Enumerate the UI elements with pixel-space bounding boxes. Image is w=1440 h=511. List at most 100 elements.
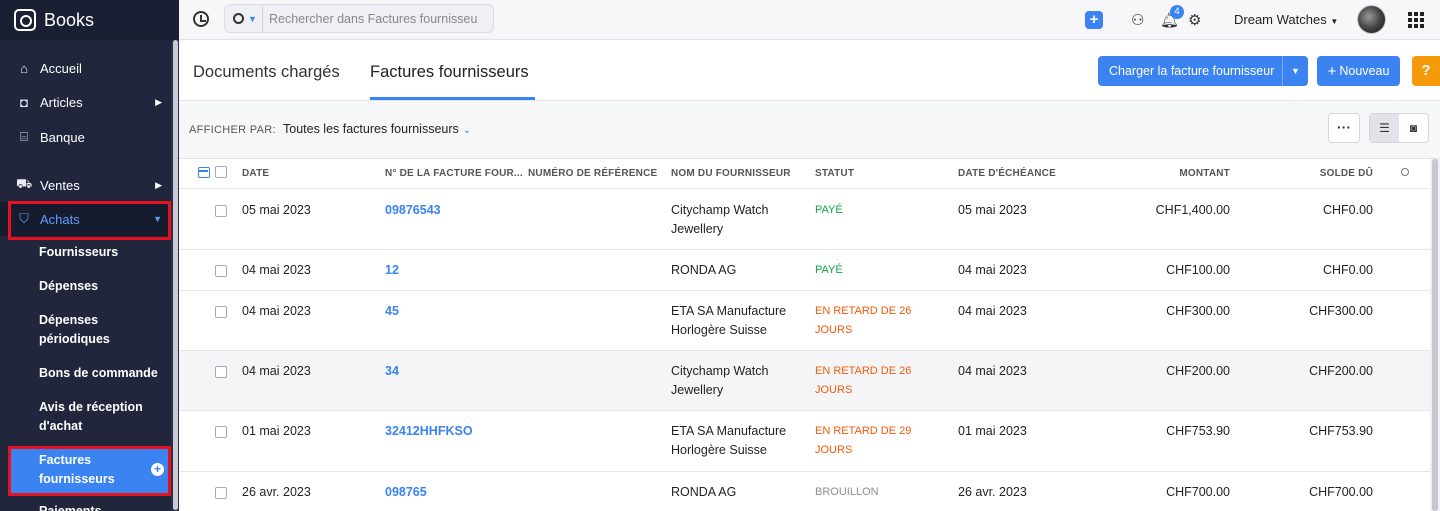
help-button[interactable]: ? <box>1412 56 1440 86</box>
cell-bill-number[interactable]: 34 <box>385 364 399 378</box>
search-input[interactable] <box>263 11 478 26</box>
org-switcher[interactable]: Dream Watches ▼ <box>1234 12 1338 27</box>
search-icon[interactable] <box>1401 168 1409 176</box>
cell-status: PAYÉ <box>815 264 843 276</box>
upload-bill-label: Charger la facture fournisseur <box>1098 56 1283 86</box>
sidebar-subitem-bons-de-commande[interactable]: Bons de commande <box>39 366 158 380</box>
col-reference[interactable]: NUMÉRO DE RÉFÉRENCE <box>528 168 658 179</box>
column-settings-icon[interactable] <box>198 167 210 178</box>
main-scrollbar-track <box>1430 159 1440 511</box>
row-checkbox[interactable] <box>215 306 227 318</box>
chevron-down-icon: ▼ <box>1330 17 1339 26</box>
cell-balance: CHF700.00 <box>1309 485 1373 499</box>
chevron-down-icon[interactable]: ▼ <box>1291 66 1300 76</box>
add-circle-icon[interactable]: + <box>151 463 164 476</box>
cell-vendor: ETA SA Manufacture Horlogère Suisse <box>671 424 787 457</box>
table-row[interactable]: 26 avr. 2023 098765 RONDA AG BROUILLON 2… <box>179 472 1430 511</box>
sidebar-item-achats[interactable]: ⛉ Achats ▼ <box>0 202 170 236</box>
tab-factures-fournisseurs[interactable]: Factures fournisseurs <box>370 63 529 81</box>
sidebar-subitem-depenses[interactable]: Dépenses <box>39 279 99 293</box>
home-icon: ⌂ <box>20 60 28 76</box>
col-balance[interactable]: SOLDE DÛ <box>1319 168 1373 179</box>
sidebar-item-label: Ventes <box>40 177 80 193</box>
row-checkbox[interactable] <box>215 366 227 378</box>
apps-grid-icon[interactable] <box>1408 12 1424 28</box>
table-row[interactable]: 04 mai 2023 34 Citychamp Watch Jewellery… <box>179 351 1430 411</box>
col-status[interactable]: STATUT <box>815 168 855 179</box>
cell-status: PAYÉ <box>815 204 843 216</box>
quick-create-button[interactable]: + <box>1085 11 1103 29</box>
sidebar-item-articles[interactable]: ◘ Articles ▶ <box>0 92 170 112</box>
filter-dropdown[interactable]: Toutes les factures fournisseurs ⌄ <box>283 122 471 136</box>
sidebar-subitem-paiements[interactable]: Paiements <box>39 504 102 511</box>
more-options-button[interactable]: ··· <box>1328 113 1360 143</box>
cell-date: 04 mai 2023 <box>242 364 311 378</box>
cell-vendor: RONDA AG <box>671 263 737 277</box>
chevron-down-icon: ▼ <box>153 214 162 224</box>
row-checkbox[interactable] <box>215 487 227 499</box>
tab-documents-charges[interactable]: Documents chargés <box>193 63 340 81</box>
cell-bill-number[interactable]: 12 <box>385 263 399 277</box>
app-name: Books <box>44 9 95 30</box>
camera-icon[interactable]: ◙ <box>1409 121 1418 135</box>
cell-amount: CHF200.00 <box>1166 364 1230 378</box>
page-header: Documents chargés Factures fournisseurs … <box>179 41 1440 101</box>
history-icon[interactable] <box>193 11 209 27</box>
cell-vendor: Citychamp Watch Jewellery <box>671 203 769 236</box>
cell-balance: CHF0.00 <box>1322 203 1373 217</box>
cell-balance: CHF0.00 <box>1322 263 1373 277</box>
cell-bill-number[interactable]: 098765 <box>385 485 427 499</box>
cell-bill-number[interactable]: 45 <box>385 304 399 318</box>
main-scrollbar[interactable] <box>1432 159 1438 511</box>
cell-status: EN RETARD DE 26 JOURS <box>815 365 912 396</box>
cell-due-date: 04 mai 2023 <box>958 304 1027 318</box>
cell-due-date: 26 avr. 2023 <box>958 485 1027 499</box>
cell-amount: CHF1,400.00 <box>1155 203 1230 217</box>
col-date[interactable]: DATE <box>242 168 270 179</box>
cell-due-date: 04 mai 2023 <box>958 263 1027 277</box>
sidebar-scrollbar[interactable] <box>173 40 178 510</box>
sidebar-subitem-fournisseurs[interactable]: Fournisseurs <box>39 245 119 259</box>
table-row[interactable]: 04 mai 2023 45 ETA SA Manufacture Horlog… <box>179 291 1430 351</box>
cell-date: 04 mai 2023 <box>242 263 311 277</box>
sidebar-item-accueil[interactable]: ⌂ Accueil <box>0 58 170 78</box>
col-bill-number[interactable]: N° DE LA FACTURE FOUR... <box>385 168 523 179</box>
row-checkbox[interactable] <box>215 205 227 217</box>
sidebar-item-banque[interactable]: ⌸ Banque <box>0 127 170 147</box>
row-checkbox[interactable] <box>215 426 227 438</box>
sidebar-item-ventes[interactable]: ⛟ Ventes ▶ <box>0 175 170 195</box>
users-icon[interactable]: ⚇ <box>1131 12 1145 29</box>
chevron-down-icon: ▼ <box>248 13 257 24</box>
col-due-date[interactable]: DATE D'ÉCHÉANCE <box>958 168 1056 179</box>
upload-bill-button[interactable]: Charger la facture fournisseur ▼ <box>1098 56 1308 86</box>
active-tab-indicator <box>370 97 535 100</box>
cell-bill-number[interactable]: 32412HHFKSO <box>385 424 473 438</box>
table-row[interactable]: 04 mai 2023 12 RONDA AG PAYÉ 04 mai 2023… <box>179 250 1430 291</box>
new-button[interactable]: + Nouveau <box>1317 56 1400 86</box>
sidebar-subitem-factures-fournisseurs[interactable]: Factures fournisseurs <box>39 453 115 486</box>
row-checkbox[interactable] <box>215 265 227 277</box>
cell-amount: CHF100.00 <box>1166 263 1230 277</box>
cell-amount: CHF300.00 <box>1166 304 1230 318</box>
sidebar-item-label: Banque <box>40 129 85 145</box>
sidebar-subitem-avis-reception[interactable]: Avis de réception d'achat <box>39 400 143 433</box>
brand[interactable]: Books <box>0 0 179 40</box>
cell-bill-number[interactable]: 09876543 <box>385 203 441 217</box>
table-row[interactable]: 01 mai 2023 32412HHFKSO ETA SA Manufactu… <box>179 411 1430 472</box>
cell-amount: CHF700.00 <box>1166 485 1230 499</box>
select-all-checkbox[interactable] <box>215 166 227 178</box>
col-vendor[interactable]: NOM DU FOURNISSEUR <box>671 168 791 179</box>
list-view-icon[interactable]: ☰ <box>1370 114 1399 142</box>
cell-balance: CHF200.00 <box>1309 364 1373 378</box>
cell-amount: CHF753.90 <box>1166 424 1230 438</box>
filter-value: Toutes les factures fournisseurs <box>283 122 459 136</box>
search-scope-selector[interactable]: ▼ <box>225 5 263 32</box>
gear-icon[interactable]: ⚙ <box>1188 12 1202 29</box>
sidebar-subitem-depenses-periodiques[interactable]: Dépenses périodiques <box>39 313 110 346</box>
avatar[interactable] <box>1357 5 1386 34</box>
cell-date: 01 mai 2023 <box>242 424 311 438</box>
col-amount[interactable]: MONTANT <box>1179 168 1230 179</box>
sidebar-item-label: Achats <box>40 211 80 227</box>
table-row[interactable]: 05 mai 2023 09876543 Citychamp Watch Jew… <box>179 189 1430 250</box>
new-button-label: Nouveau <box>1339 64 1390 78</box>
